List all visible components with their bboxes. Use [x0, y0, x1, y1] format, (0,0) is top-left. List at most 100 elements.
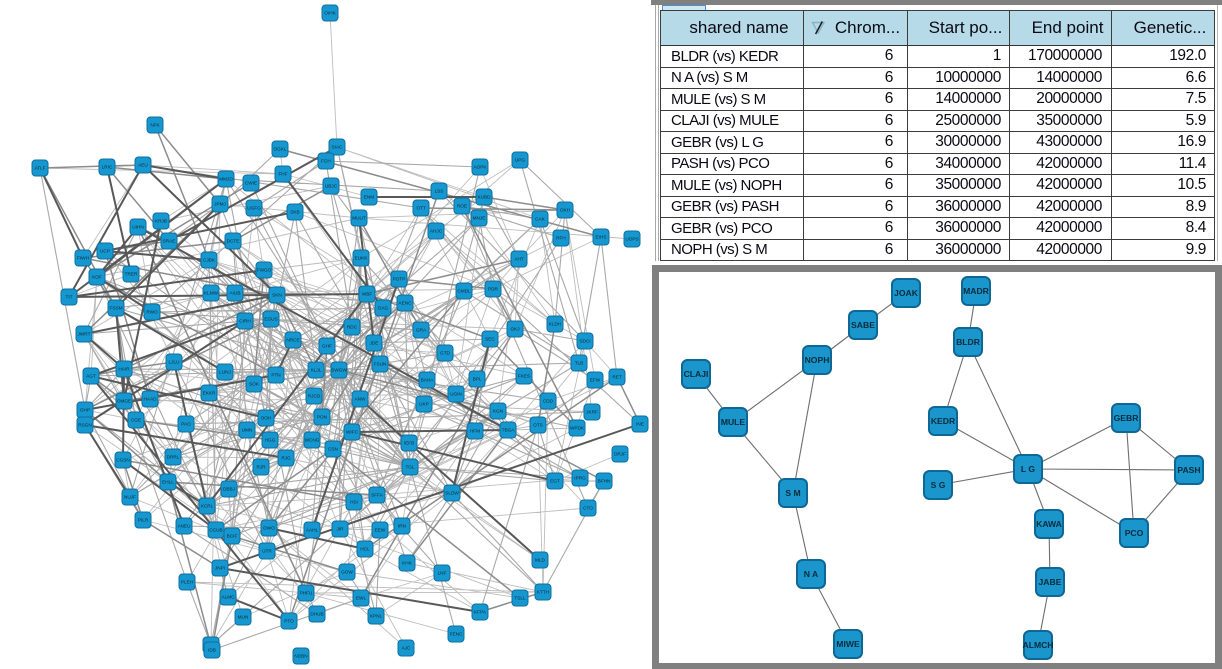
svg-text:LJLU: LJLU [169, 360, 181, 365]
svg-text:GHF: GHF [322, 344, 332, 349]
svg-text:KLMW: KLMW [204, 291, 219, 296]
svg-text:PCO: PCO [1125, 528, 1144, 538]
svg-text:ATLF: ATLF [34, 166, 45, 171]
svg-text:RJR: RJR [256, 465, 266, 470]
svg-text:OAG: OAG [378, 306, 389, 311]
svg-text:OKH: OKH [560, 208, 570, 213]
svg-text:PLEH: PLEH [181, 580, 193, 585]
svg-text:OTT: OTT [416, 206, 426, 211]
svg-text:CAK: CAK [535, 217, 546, 222]
svg-text:JWRT: JWRT [78, 332, 91, 337]
svg-text:DWO: DWO [263, 526, 275, 531]
svg-text:TIT: TIT [65, 295, 72, 300]
svg-text:RJG: RJG [281, 456, 291, 461]
svg-text:MIWE: MIWE [836, 639, 860, 649]
svg-text:CJBK: CJBK [203, 258, 216, 263]
svg-text:UTR: UTR [262, 549, 272, 554]
svg-text:PON: PON [317, 415, 327, 420]
svg-text:FWGO: FWGO [257, 268, 272, 273]
svg-text:PAO: PAO [181, 422, 191, 427]
svg-text:CSN: CSN [328, 447, 338, 452]
svg-text:UKP: UKP [419, 402, 429, 407]
svg-text:AHJC: AHJC [430, 229, 443, 234]
svg-text:GTD: GTD [440, 351, 451, 356]
svg-text:MNJE: MNJE [473, 216, 486, 221]
svg-text:EFW: EFW [590, 378, 601, 383]
svg-text:HGG: HGG [265, 438, 276, 443]
svg-text:MLD: MLD [535, 558, 546, 563]
svg-text:EKKR: EKKR [203, 391, 216, 396]
svg-text:OGKL: OGKL [273, 147, 286, 152]
svg-text:MMJD: MMJD [219, 177, 233, 182]
svg-text:UBJC: UBJC [325, 184, 338, 189]
svg-text:CGSN: CGSN [116, 458, 130, 463]
svg-text:LRIC: LRIC [102, 165, 113, 170]
svg-text:CDD: CDD [543, 399, 554, 404]
svg-text:ANEU: ANEU [177, 524, 191, 529]
svg-text:FSSM: FSSM [109, 306, 122, 311]
svg-text:WPDK: WPDK [570, 426, 585, 431]
svg-text:N A: N A [804, 569, 818, 579]
svg-text:JOAK: JOAK [894, 288, 919, 298]
svg-text:UMN: UMN [242, 428, 253, 433]
svg-text:AENC: AENC [398, 301, 412, 306]
svg-text:KGN: KGN [493, 409, 503, 414]
svg-text:EHLL: EHLL [162, 480, 174, 485]
svg-text:FCH: FCH [321, 159, 331, 164]
svg-text:RJCD: RJCD [308, 394, 321, 399]
svg-text:FKES: FKES [518, 374, 530, 379]
svg-text:HAAD: HAAD [143, 397, 157, 402]
svg-text:EUKK: EUKK [355, 256, 369, 261]
svg-text:HSI: HSI [350, 500, 358, 505]
svg-text:OKJ: OKJ [510, 327, 519, 332]
svg-text:BAHA: BAHA [421, 378, 435, 383]
svg-text:FENC: FENC [450, 632, 463, 637]
svg-text:POTP: POTP [393, 277, 406, 282]
svg-text:SWGW: SWGW [331, 368, 347, 373]
svg-text:NDBN: NDBN [294, 654, 307, 659]
svg-text:FSUN: FSUN [374, 362, 387, 367]
svg-text:KCRL: KCRL [201, 504, 214, 509]
svg-text:JPMJ: JPMJ [214, 202, 226, 207]
svg-text:AEU: AEU [138, 163, 148, 168]
svg-text:EIHS: EIHS [596, 235, 607, 240]
svg-text:FIWH: FIWH [77, 256, 89, 261]
svg-text:CGE: CGE [131, 418, 141, 423]
svg-text:CIRH: CIRH [239, 319, 250, 324]
svg-text:JKRF: JKRF [586, 410, 598, 415]
svg-text:TBGA: TBGA [502, 428, 516, 433]
svg-text:EWL: EWL [356, 596, 367, 601]
svg-text:RET: RET [612, 375, 622, 380]
svg-text:UPG: UPG [515, 158, 526, 163]
svg-text:WIFC: WIFC [346, 430, 359, 435]
svg-text:TSLL: TSLL [514, 596, 526, 601]
svg-text:INE: INE [636, 422, 644, 427]
svg-text:KOF: KOF [92, 275, 102, 280]
svg-text:GEBR: GEBR [1114, 413, 1140, 423]
svg-text:KTTH: KTTH [537, 590, 549, 595]
svg-text:TRER: TRER [125, 272, 138, 277]
svg-text:NOPH: NOPH [805, 355, 830, 365]
svg-text:KLDH: KLDH [549, 322, 562, 327]
svg-text:NRCE: NRCE [286, 338, 299, 343]
svg-text:HCL: HCL [360, 547, 370, 552]
svg-text:KRJB: KRJB [155, 219, 167, 224]
svg-text:PHFU: PHFU [300, 591, 313, 596]
svg-text:AOPK: AOPK [473, 165, 487, 170]
svg-text:PTN: PTN [271, 373, 280, 378]
svg-text:HFM: HFM [470, 429, 480, 434]
svg-text:IEFB: IEFB [404, 441, 414, 446]
svg-text:LNF: LNF [438, 571, 447, 576]
svg-text:AJC: AJC [402, 646, 411, 651]
svg-text:UGFG: UGFG [247, 206, 261, 211]
svg-text:DCTE: DCTE [227, 239, 240, 244]
svg-text:RDC: RDC [347, 325, 358, 330]
svg-text:ROE: ROE [457, 204, 467, 209]
svg-text:UIHN: UIHN [132, 225, 143, 230]
svg-text:KLJL: KLJL [311, 368, 322, 373]
svg-text:TGL: TGL [405, 465, 415, 470]
svg-text:AAHL: AAHL [306, 528, 319, 533]
svg-text:JNPI: JNPI [215, 566, 225, 571]
svg-text:FHF: FHF [278, 172, 287, 177]
svg-text:BPL: BPL [473, 377, 482, 382]
